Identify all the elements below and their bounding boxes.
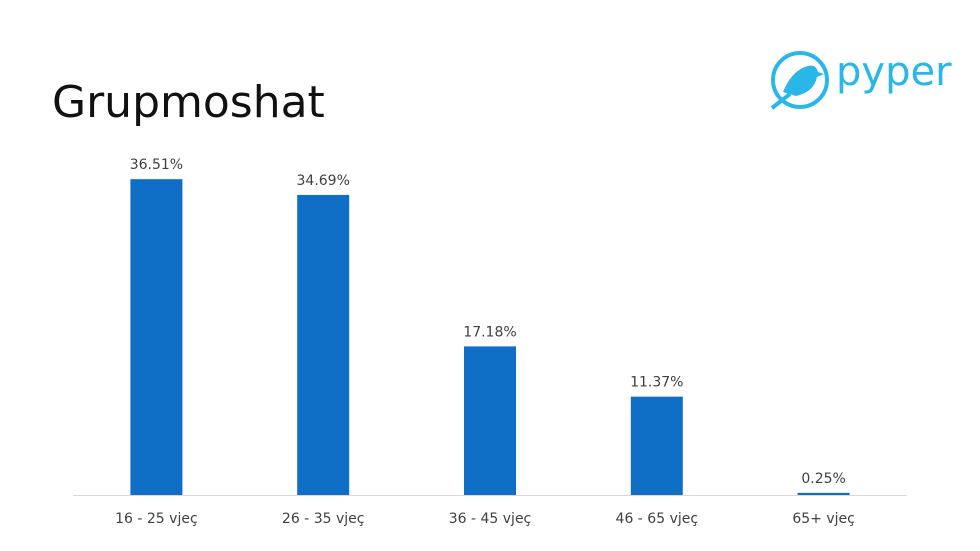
x-tick-label: 36 - 45 vjeç xyxy=(449,511,532,527)
logo-ring xyxy=(771,51,829,109)
data-label: 11.37% xyxy=(630,375,683,391)
bar xyxy=(464,346,516,495)
chart-title: Grupmoshat xyxy=(52,77,325,128)
bar xyxy=(630,396,683,495)
x-tick-label: 16 - 25 vjeç xyxy=(115,511,198,527)
x-tick-label: 65+ vjeç xyxy=(792,511,854,527)
data-label: 17.18% xyxy=(463,324,516,340)
logo-bird xyxy=(783,65,824,96)
logo: pyper xyxy=(770,49,952,110)
x-tick-label: 26 - 35 vjeç xyxy=(282,511,365,527)
logo-tail xyxy=(770,92,792,110)
data-label: 36.51% xyxy=(130,157,183,173)
bar xyxy=(797,492,850,495)
bar xyxy=(130,179,183,495)
bar xyxy=(297,194,350,495)
data-label: 34.69% xyxy=(297,173,350,189)
logo-text: pyper xyxy=(836,49,952,95)
x-tick-label: 46 - 65 vjeç xyxy=(616,511,699,527)
data-label: 0.25% xyxy=(801,471,845,487)
